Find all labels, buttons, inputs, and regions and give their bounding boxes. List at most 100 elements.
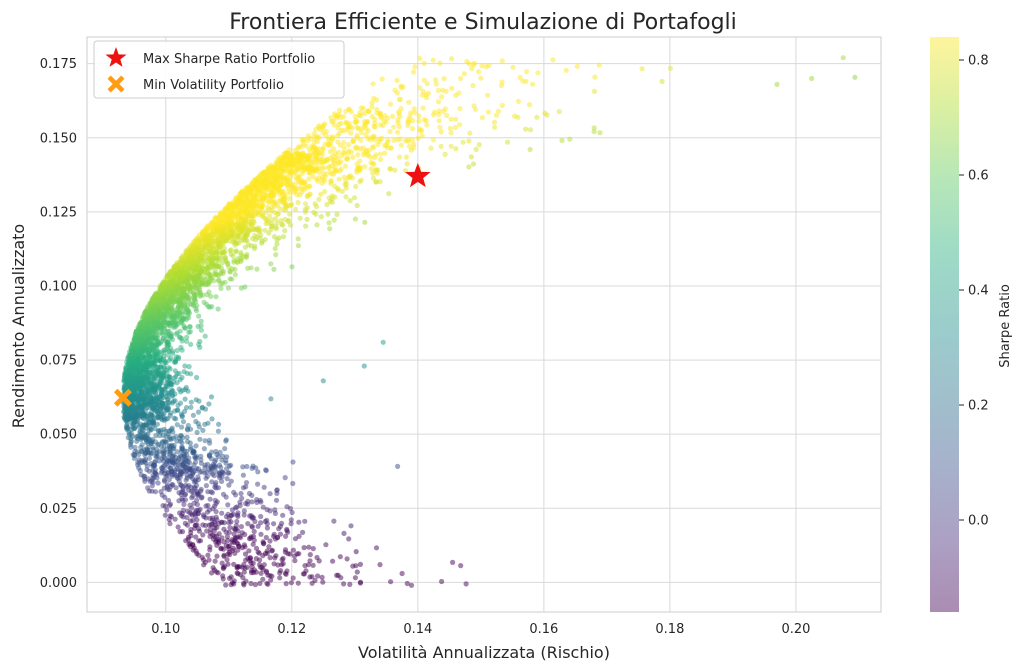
portfolio-point <box>225 502 231 508</box>
portfolio-point <box>148 341 154 347</box>
portfolio-point <box>187 274 193 280</box>
portfolio-point <box>262 215 268 221</box>
portfolio-point <box>241 582 247 588</box>
portfolio-point <box>182 269 188 275</box>
portfolio-point <box>231 578 237 584</box>
portfolio-point <box>344 556 350 562</box>
portfolio-point <box>258 570 264 576</box>
portfolio-point <box>228 574 234 580</box>
portfolio-point <box>596 62 602 68</box>
portfolio-point <box>258 520 264 526</box>
portfolio-point <box>129 347 135 353</box>
portfolio-point <box>162 284 168 290</box>
portfolio-point <box>260 504 266 510</box>
portfolio-point <box>133 434 139 440</box>
portfolio-point <box>163 428 169 434</box>
portfolio-point <box>256 550 262 556</box>
portfolio-point <box>160 373 166 379</box>
portfolio-point <box>220 270 226 276</box>
portfolio-point <box>341 145 347 151</box>
portfolio-point <box>362 121 368 127</box>
portfolio-point <box>433 81 439 87</box>
portfolio-point <box>280 512 286 518</box>
portfolio-point <box>188 488 195 494</box>
portfolio-point <box>216 272 222 279</box>
portfolio-point <box>499 102 505 108</box>
portfolio-point <box>348 130 354 136</box>
portfolio-point <box>398 142 404 148</box>
portfolio-point <box>264 580 270 586</box>
portfolio-point <box>301 164 307 171</box>
portfolio-point <box>247 211 253 218</box>
portfolio-point <box>357 579 364 585</box>
portfolio-point <box>479 63 485 69</box>
portfolio-point <box>186 329 192 335</box>
portfolio-point <box>314 222 320 228</box>
portfolio-point <box>209 223 215 229</box>
portfolio-point <box>165 415 171 421</box>
portfolio-point <box>448 116 454 122</box>
portfolio-point <box>282 228 288 234</box>
portfolio-point <box>284 204 290 210</box>
portfolio-point <box>330 558 336 564</box>
portfolio-point <box>365 108 371 114</box>
portfolio-point <box>262 237 268 243</box>
portfolio-point <box>271 169 277 175</box>
portfolio-point <box>197 436 203 442</box>
portfolio-point <box>523 126 529 132</box>
portfolio-point <box>243 218 249 224</box>
portfolio-point <box>142 403 148 409</box>
portfolio-point <box>303 143 309 149</box>
portfolio-point <box>200 427 206 433</box>
portfolio-point <box>220 573 226 579</box>
portfolio-point <box>194 501 200 508</box>
portfolio-point <box>396 109 402 115</box>
portfolio-point <box>310 562 316 568</box>
portfolio-point <box>392 167 398 173</box>
portfolio-point <box>185 256 191 262</box>
portfolio-point <box>416 113 422 119</box>
portfolio-point <box>379 76 385 82</box>
portfolio-point <box>472 106 479 112</box>
portfolio-point <box>190 517 196 524</box>
portfolio-point <box>136 337 143 343</box>
portfolio-point <box>220 564 226 570</box>
portfolio-point <box>192 459 199 465</box>
portfolio-point <box>167 521 173 527</box>
portfolio-point <box>241 207 247 213</box>
portfolio-point <box>273 215 279 222</box>
portfolio-point <box>246 548 252 554</box>
portfolio-point <box>210 565 216 571</box>
portfolio-point <box>347 124 353 130</box>
portfolio-point <box>409 137 415 143</box>
portfolio-point <box>163 400 169 406</box>
portfolio-point <box>184 334 190 340</box>
portfolio-point <box>273 497 280 503</box>
portfolio-point <box>212 459 218 465</box>
portfolio-point <box>242 284 248 290</box>
portfolio-point <box>659 78 665 85</box>
portfolio-point <box>151 355 157 361</box>
portfolio-point <box>134 359 140 365</box>
portfolio-point <box>283 533 289 539</box>
portfolio-point <box>278 218 284 224</box>
portfolio-point <box>415 135 421 141</box>
portfolio-point <box>207 496 213 502</box>
portfolio-point <box>544 112 550 118</box>
portfolio-point <box>166 280 172 286</box>
portfolio-point <box>591 88 598 94</box>
portfolio-point <box>424 122 430 128</box>
portfolio-point <box>172 282 178 288</box>
portfolio-point <box>341 530 347 537</box>
portfolio-point <box>142 473 148 479</box>
portfolio-point <box>153 446 160 452</box>
portfolio-point <box>293 186 299 192</box>
portfolio-point <box>170 435 176 441</box>
portfolio-point <box>188 526 194 533</box>
portfolio-point <box>283 177 290 183</box>
portfolio-point <box>264 204 271 210</box>
portfolio-point <box>378 115 384 121</box>
portfolio-point <box>343 194 349 200</box>
portfolio-point <box>246 186 252 192</box>
portfolio-point <box>183 405 190 411</box>
